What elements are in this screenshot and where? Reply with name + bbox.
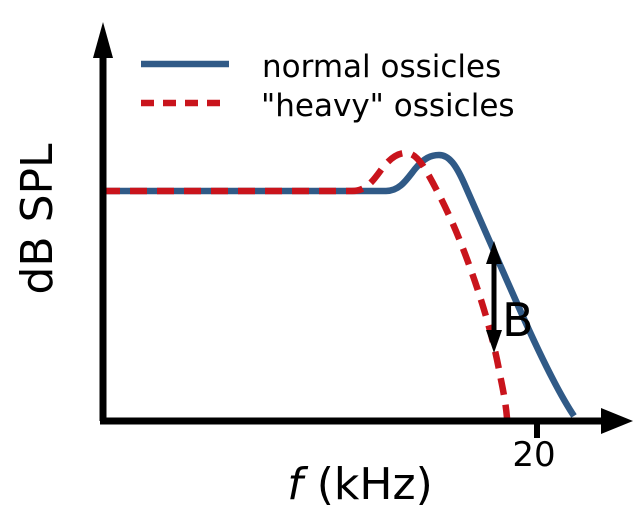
- annotation-label: B: [502, 293, 534, 347]
- legend-label-heavy: "heavy" ossicles: [261, 88, 515, 124]
- x-axis-arrowhead-icon: [601, 408, 633, 434]
- annotation-bandwidth: B: [486, 241, 534, 353]
- curve-normal-ossicles: [103, 151, 577, 418]
- x-axis-title: f (kHz): [287, 459, 432, 510]
- x-tick-label: 20: [512, 435, 555, 475]
- x-axis-title-unit: (kHz): [303, 459, 433, 510]
- y-axis-title: dB SPL: [12, 143, 63, 295]
- legend-label-normal: normal ossicles: [262, 49, 501, 85]
- legend: normal ossicles "heavy" ossicles: [141, 49, 515, 124]
- curve-heavy-ossicles: [103, 149, 511, 419]
- annotation-arrowhead-down-icon: [486, 330, 502, 353]
- y-axis-arrowhead-icon: [93, 22, 113, 58]
- annotation-arrowhead-up-icon: [486, 241, 502, 264]
